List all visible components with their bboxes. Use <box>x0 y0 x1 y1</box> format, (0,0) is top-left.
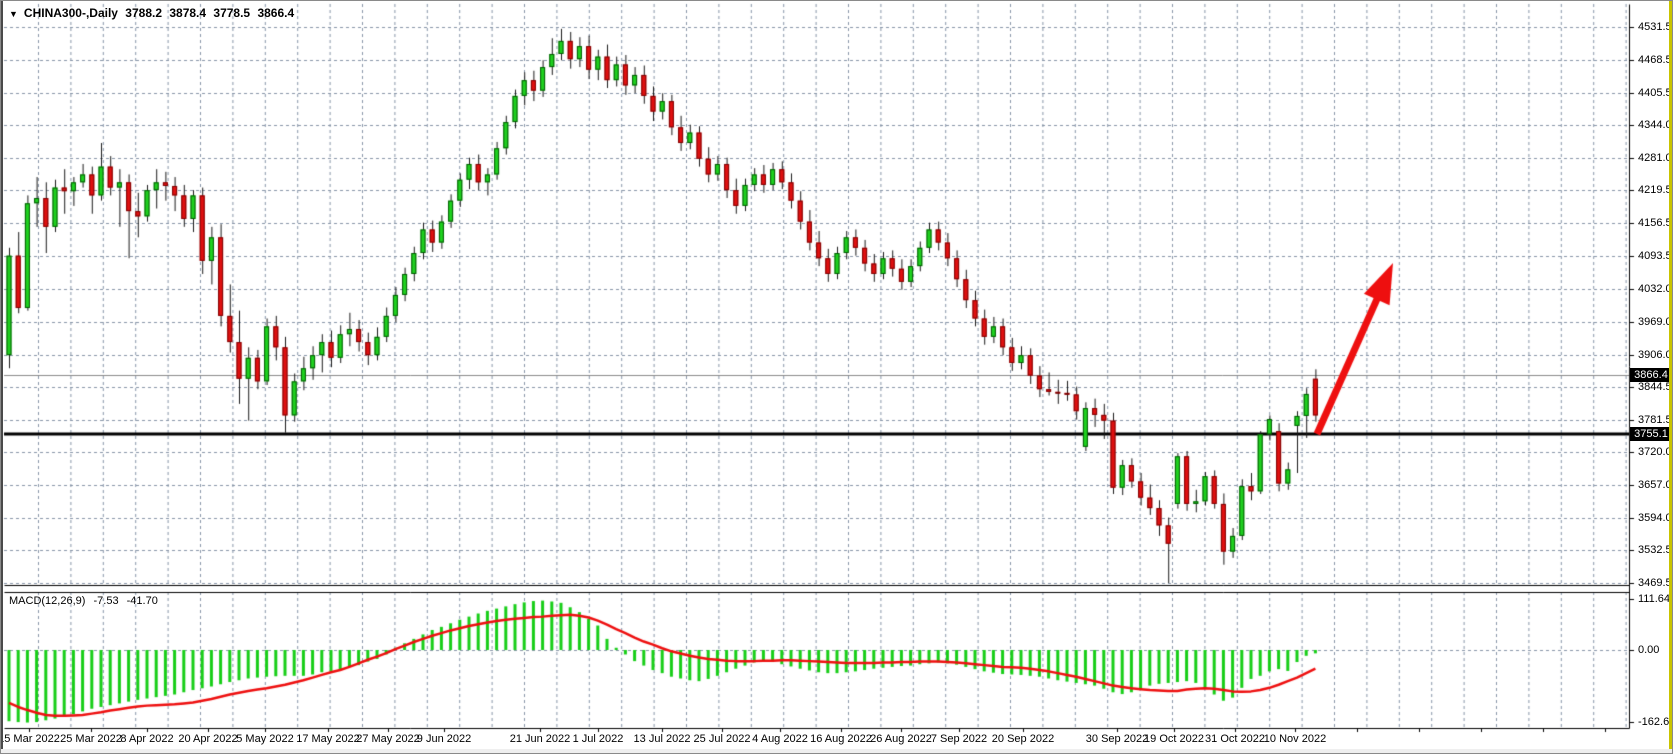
date-axis-label: 8 Apr 2022 <box>120 733 174 745</box>
quote-open: 3788.2 <box>125 6 162 20</box>
date-axis-label: 16 Aug 2022 <box>810 733 872 745</box>
price-axis-label: 4405.5 <box>1638 87 1672 99</box>
price-axis-label: 3469.5 <box>1638 577 1672 589</box>
macd-name: MACD(12,26,9) <box>9 595 86 607</box>
price-axis-label: 4219.5 <box>1638 184 1672 196</box>
macd-indicator-label: MACD(12,26,9) -7.53 -41.70 <box>9 595 163 607</box>
date-axis-label: 25 Jul 2022 <box>693 733 751 745</box>
price-axis-label: 3781.5 <box>1638 414 1672 426</box>
price-axis-label: 3969.0 <box>1638 316 1672 328</box>
window-bottom-strip <box>1 749 1672 753</box>
date-axis-label: 17 May 2022 <box>296 733 360 745</box>
price-axis-label: 4531.5 <box>1638 21 1672 33</box>
window-left-edge <box>1 1 3 753</box>
macd-axis-label: 111.64 <box>1638 593 1671 605</box>
date-axis-label: 10 Nov 2022 <box>1263 733 1327 745</box>
price-axis-label: 3844.5 <box>1638 381 1672 393</box>
date-axis-label: 21 Jun 2022 <box>509 733 571 745</box>
date-axis-label: 20 Sep 2022 <box>991 733 1055 745</box>
current-price-tag: 3866.4 <box>1630 368 1672 382</box>
window-right-edge-highlight <box>1669 1 1672 753</box>
support-level-tag: 3755.1 <box>1630 427 1672 441</box>
price-axis-label: 3906.0 <box>1638 349 1672 361</box>
date-axis-label: 27 May 2022 <box>356 733 420 745</box>
macd-axis-label: 0.00 <box>1638 644 1660 656</box>
price-axis-label: 4344.0 <box>1638 119 1672 131</box>
price-axis-label: 4468.5 <box>1638 54 1672 66</box>
date-axis-label: 26 Aug 2022 <box>870 733 932 745</box>
price-axis-label: 4156.5 <box>1638 217 1672 229</box>
date-axis-label: 19 Oct 2022 <box>1144 733 1204 745</box>
symbol-timeframe-label: CHINA300-,Daily <box>23 6 118 20</box>
date-axis-label: 7 Sep 2022 <box>930 733 988 745</box>
quote-high: 3878.4 <box>169 6 207 20</box>
chart-title: ▼ CHINA300-,Daily 3788.2 3878.4 3778.5 38… <box>9 6 298 20</box>
macd-main-value: -7.53 <box>93 595 119 607</box>
date-axis-label: 20 Apr 2022 <box>178 733 238 745</box>
date-axis-label: 9 Jun 2022 <box>416 733 472 745</box>
date-axis-label: 1 Jul 2022 <box>572 733 624 745</box>
price-axis-label: 3720.0 <box>1638 446 1672 458</box>
date-axis-label: 5 May 2022 <box>236 733 294 745</box>
date-axis-label: 25 Mar 2022 <box>60 733 122 745</box>
price-axis-label: 3532.5 <box>1638 544 1672 556</box>
macd-signal-value: -41.70 <box>126 595 158 607</box>
date-axis-label: 4 Aug 2022 <box>752 733 808 745</box>
price-axis-label: 4032.0 <box>1638 283 1672 295</box>
price-axis-label: 3657.0 <box>1638 479 1672 491</box>
date-axis-label: 15 Mar 2022 <box>0 733 60 745</box>
date-axis-label: 13 Jul 2022 <box>633 733 691 745</box>
quote-low: 3778.5 <box>213 6 251 20</box>
date-axis-label: 30 Sep 2022 <box>1085 733 1149 745</box>
price-axis-label: 4281.0 <box>1638 152 1672 164</box>
symbol-dropdown-icon[interactable]: ▼ <box>9 9 18 19</box>
price-axis-label: 3594.0 <box>1638 512 1672 524</box>
price-axis-label: 4093.5 <box>1638 250 1672 262</box>
quote-close: 3866.4 <box>257 6 295 20</box>
date-axis-label: 31 Oct 2022 <box>1205 733 1265 745</box>
macd-axis-label: -162.64 <box>1638 716 1673 728</box>
